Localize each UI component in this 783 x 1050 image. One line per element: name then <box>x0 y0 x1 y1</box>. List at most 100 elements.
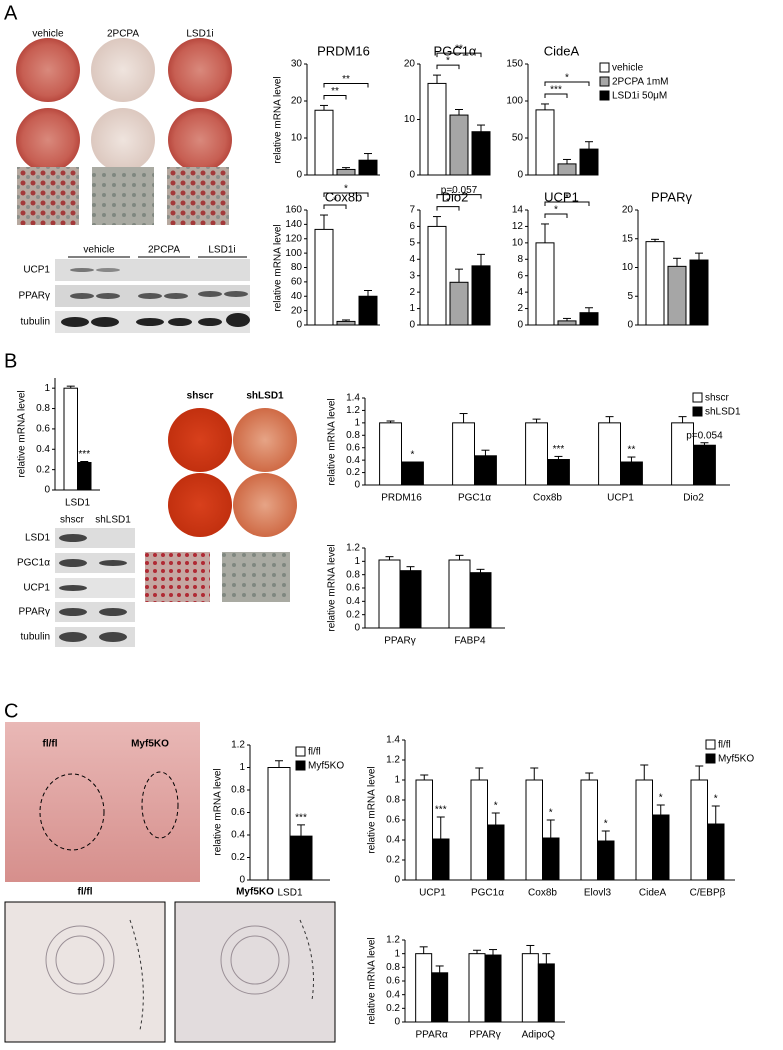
y-tick-label: 0.4 <box>346 596 360 607</box>
significance: ** <box>628 445 636 456</box>
y-tick-label: 0 <box>44 485 50 496</box>
significance: *** <box>78 449 90 460</box>
y-tick-label: 100 <box>285 248 302 259</box>
x-tick-label: PGC1α <box>471 888 504 899</box>
y-tick-label: 0.2 <box>346 609 360 620</box>
bar <box>449 114 469 176</box>
y-tick-label: 5 <box>409 237 415 248</box>
blot-row: tubulin <box>21 317 50 328</box>
legend-swatch <box>599 62 610 73</box>
bar <box>468 953 486 1023</box>
significance: ** <box>331 86 339 97</box>
y-axis-label: relative mRNA level <box>273 224 284 311</box>
y-tick-label: 1 <box>354 417 360 428</box>
subplot-title: PPARγ <box>651 189 692 204</box>
y-tick-label: 0.2 <box>346 467 360 478</box>
bar <box>580 779 598 881</box>
x-tick-label: FABP4 <box>454 636 486 647</box>
x-tick-label: CideA <box>639 888 667 899</box>
y-tick-label: 12 <box>512 221 524 232</box>
bar <box>452 422 476 486</box>
significance: * <box>549 808 553 819</box>
legend-label: fl/fl <box>308 747 321 758</box>
y-tick-label: 0 <box>354 480 360 491</box>
bar <box>542 837 560 881</box>
y-tick-label: 0 <box>409 170 415 181</box>
y-tick-label: 100 <box>506 96 523 107</box>
bar <box>427 82 447 176</box>
significance: p=0.054 <box>686 430 723 441</box>
y-tick-label: 1 <box>354 556 360 567</box>
significance-bracket <box>544 201 590 206</box>
y-tick-label: 0.8 <box>386 962 400 973</box>
bar <box>470 779 488 881</box>
y-tick-label: 1 <box>239 762 245 773</box>
y-tick-label: 0 <box>517 170 523 181</box>
bar <box>487 824 505 881</box>
bar <box>336 320 356 326</box>
legend-label: LSD1i 50μM <box>612 91 667 102</box>
legend-swatch <box>692 392 703 403</box>
y-tick-label: 0 <box>517 320 523 331</box>
bar <box>689 259 709 326</box>
y-tick-label: 1.2 <box>231 740 245 751</box>
x-tick-label: PGC1α <box>458 493 491 504</box>
y-tick-label: 40 <box>291 291 303 302</box>
bar <box>690 779 708 881</box>
legend-swatch <box>599 90 610 101</box>
y-tick-label: 0 <box>354 623 360 634</box>
y-axis-label: relative mRNA level <box>327 544 338 631</box>
histology-label: fl/fl <box>78 887 93 898</box>
bar <box>474 455 497 486</box>
bar <box>521 953 539 1023</box>
y-tick-label: 0 <box>296 170 302 181</box>
bar <box>471 131 491 176</box>
bar <box>557 163 577 176</box>
histology-label: Myf5KO <box>236 887 274 898</box>
significance: * <box>604 819 608 830</box>
y-tick-label: 0 <box>627 320 633 331</box>
y-tick-label: 20 <box>291 96 303 107</box>
y-tick-label: 0 <box>409 320 415 331</box>
y-tick-label: 1.4 <box>346 393 360 404</box>
y-tick-label: 1 <box>394 775 400 786</box>
bar <box>525 422 548 486</box>
bar <box>431 972 449 1023</box>
bar <box>693 444 716 486</box>
significance: p=0.057 <box>441 185 478 196</box>
y-tick-label: 5 <box>627 291 633 302</box>
legend-label: vehicle <box>612 63 644 74</box>
y-axis-label: relative mRNA level <box>367 937 378 1024</box>
y-tick-label: 1.4 <box>386 735 400 746</box>
subplot-title: PGC1α <box>434 43 477 58</box>
bar <box>314 228 334 326</box>
y-tick-label: 0.8 <box>36 403 50 414</box>
significance-bracket <box>436 206 460 211</box>
blot-row: LSD1 <box>25 533 50 544</box>
panel-label: B <box>4 350 17 372</box>
photo-label: fl/fl <box>43 739 58 750</box>
x-tick-label: Cox8b <box>528 888 557 899</box>
bar <box>645 241 665 326</box>
y-tick-label: 30 <box>291 59 303 70</box>
bar <box>484 954 502 1023</box>
y-tick-label: 0 <box>394 875 400 886</box>
legend-label: Myf5KO <box>718 754 754 765</box>
significance: * <box>554 205 558 216</box>
legend-label: shLSD1 <box>705 407 741 418</box>
blot-column: LSD1i <box>208 245 235 256</box>
blot-column: shLSD1 <box>95 515 131 526</box>
dish-label: vehicle <box>32 29 64 40</box>
significance-bracket <box>436 64 460 70</box>
y-tick-label: 1 <box>44 383 50 394</box>
y-tick-label: 150 <box>506 59 523 70</box>
x-tick-label: PRDM16 <box>381 493 422 504</box>
y-tick-label: 10 <box>622 262 634 273</box>
significance-bracket <box>544 213 568 218</box>
legend-swatch <box>295 760 306 771</box>
x-tick-label: PPARα <box>416 1030 448 1041</box>
blot-column: vehicle <box>83 245 115 256</box>
blot-row: tubulin <box>21 632 50 643</box>
significance: * <box>565 193 569 204</box>
blot-row: UCP1 <box>23 265 50 276</box>
